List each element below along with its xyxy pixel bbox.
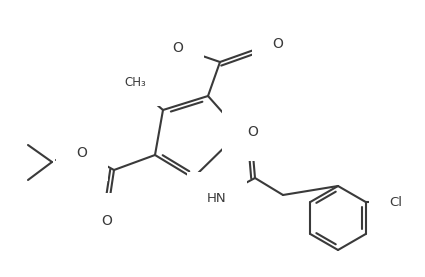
Text: O: O — [247, 125, 258, 139]
Text: Cl: Cl — [389, 196, 402, 209]
Text: O: O — [173, 41, 184, 55]
Text: CH₃: CH₃ — [124, 76, 146, 88]
Text: HN: HN — [207, 191, 227, 204]
Text: O: O — [76, 146, 88, 160]
Text: O: O — [272, 37, 283, 51]
Text: S: S — [244, 124, 254, 140]
Text: O: O — [102, 214, 113, 228]
